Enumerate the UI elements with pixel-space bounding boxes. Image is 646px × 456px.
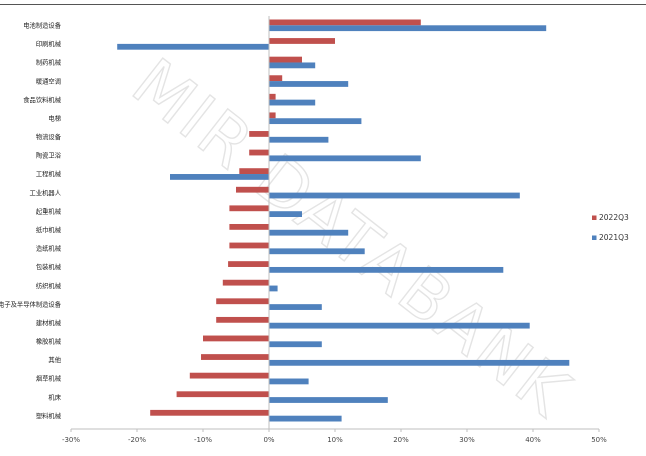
bar-2021Q3-5 bbox=[269, 118, 362, 125]
bar-2022Q3-4 bbox=[269, 93, 276, 100]
category-label-1: 印刷机械 bbox=[36, 39, 62, 48]
category-label-14: 纺织机械 bbox=[36, 281, 62, 290]
category-labels: 电池制造设备印刷机械制药机械暖通空调食品饮料机械电梯物流设备陶瓷卫浴工程机械工业… bbox=[0, 20, 62, 419]
watermark-text: MIR DATABANK bbox=[118, 44, 585, 432]
bar-2022Q3-9 bbox=[236, 186, 269, 193]
category-label-17: 橡胶机械 bbox=[36, 337, 62, 346]
category-label-4: 食品饮料机械 bbox=[23, 95, 61, 104]
bar-2021Q3-8 bbox=[170, 174, 269, 180]
bar-2021Q3-12 bbox=[269, 248, 365, 255]
category-label-19: 烟草机械 bbox=[36, 374, 62, 383]
bar-2021Q3-7 bbox=[269, 155, 421, 162]
legend-swatch-2022Q3 bbox=[592, 215, 597, 220]
bar-2022Q3-10 bbox=[229, 205, 269, 212]
category-label-5: 电梯 bbox=[48, 113, 61, 122]
bar-2022Q3-17 bbox=[203, 335, 269, 342]
bar-2021Q3-1 bbox=[117, 43, 269, 50]
x-tick-label-4: 10% bbox=[327, 436, 343, 444]
bar-2021Q3-9 bbox=[269, 192, 520, 199]
bar-2022Q3-14 bbox=[222, 279, 269, 286]
x-tick-label-2: -10% bbox=[194, 436, 212, 444]
bar-2021Q3-10 bbox=[269, 211, 302, 218]
bar-2021Q3-13 bbox=[269, 266, 504, 273]
bar-2021Q3-18 bbox=[269, 359, 570, 366]
bar-2021Q3-4 bbox=[269, 99, 316, 106]
bar-2021Q3-20 bbox=[269, 397, 388, 403]
x-tick-label-5: 20% bbox=[393, 436, 409, 444]
category-label-12: 造纸机械 bbox=[36, 244, 62, 253]
x-tick-label-7: 40% bbox=[525, 436, 541, 444]
category-label-0: 电池制造设备 bbox=[23, 20, 61, 29]
legend-swatch-2021Q3 bbox=[592, 235, 597, 240]
category-label-11: 纸巾机械 bbox=[36, 225, 62, 234]
bar-2021Q3-0 bbox=[269, 25, 547, 32]
bar-2022Q3-0 bbox=[269, 19, 421, 26]
category-label-7: 陶瓷卫浴 bbox=[36, 151, 62, 160]
bar-2022Q3-15 bbox=[216, 298, 269, 305]
category-label-16: 建材机械 bbox=[36, 318, 62, 327]
bar-2021Q3-21 bbox=[269, 415, 342, 422]
bars-layer bbox=[117, 19, 570, 422]
category-label-20: 机床 bbox=[48, 392, 61, 401]
bar-2022Q3-12 bbox=[229, 242, 269, 249]
bar-2022Q3-19 bbox=[189, 372, 269, 379]
bar-2021Q3-14 bbox=[269, 285, 278, 292]
bar-2021Q3-2 bbox=[269, 62, 316, 69]
bar-2021Q3-16 bbox=[269, 322, 530, 329]
x-tick-label-3: 0% bbox=[263, 436, 274, 444]
bar-2022Q3-2 bbox=[269, 56, 302, 63]
legend-label-2021Q3: 2021Q3 bbox=[599, 233, 629, 242]
bar-2022Q3-11 bbox=[229, 223, 269, 230]
category-label-3: 暖通空调 bbox=[36, 76, 61, 85]
legend-label-2022Q3: 2022Q3 bbox=[599, 213, 629, 222]
x-tick-label-1: -20% bbox=[128, 436, 146, 444]
bar-2022Q3-5 bbox=[269, 112, 276, 119]
legend: 2022Q3 2021Q3 bbox=[592, 213, 629, 242]
x-tick-label-6: 30% bbox=[459, 436, 475, 444]
category-label-18: 其他 bbox=[48, 355, 61, 364]
bar-2022Q3-8 bbox=[239, 168, 269, 175]
bar-2021Q3-11 bbox=[269, 229, 349, 236]
bar-2021Q3-3 bbox=[269, 81, 349, 87]
bar-2022Q3-21 bbox=[150, 409, 269, 416]
category-label-10: 起重机械 bbox=[36, 206, 62, 215]
bar-2021Q3-19 bbox=[269, 378, 309, 385]
bar-2021Q3-17 bbox=[269, 341, 322, 348]
bar-2022Q3-16 bbox=[216, 316, 269, 323]
bar-2022Q3-1 bbox=[269, 38, 335, 44]
category-label-2: 制药机械 bbox=[36, 58, 62, 67]
category-label-6: 物流设备 bbox=[36, 132, 62, 141]
bar-2022Q3-6 bbox=[249, 131, 269, 137]
x-tick-label-8: 50% bbox=[591, 436, 607, 444]
bar-2021Q3-15 bbox=[269, 304, 322, 310]
bar-2021Q3-6 bbox=[269, 136, 329, 143]
bar-2022Q3-3 bbox=[269, 75, 283, 82]
x-tick-label-0: -30% bbox=[62, 436, 80, 444]
bar-2022Q3-18 bbox=[201, 354, 269, 360]
category-label-21: 塑料机械 bbox=[36, 411, 62, 420]
category-label-13: 包装机械 bbox=[36, 262, 62, 271]
category-label-15: 电子及半导体制造设备 bbox=[0, 299, 62, 308]
bar-2022Q3-13 bbox=[228, 261, 269, 267]
bar-2022Q3-7 bbox=[249, 149, 269, 156]
category-label-9: 工业机器人 bbox=[30, 188, 62, 197]
x-axis: -30% -20% -10% 0% 10% 20% 30% 40% 50% bbox=[62, 16, 607, 444]
category-label-8: 工程机械 bbox=[36, 169, 62, 178]
bar-2022Q3-20 bbox=[176, 391, 269, 398]
